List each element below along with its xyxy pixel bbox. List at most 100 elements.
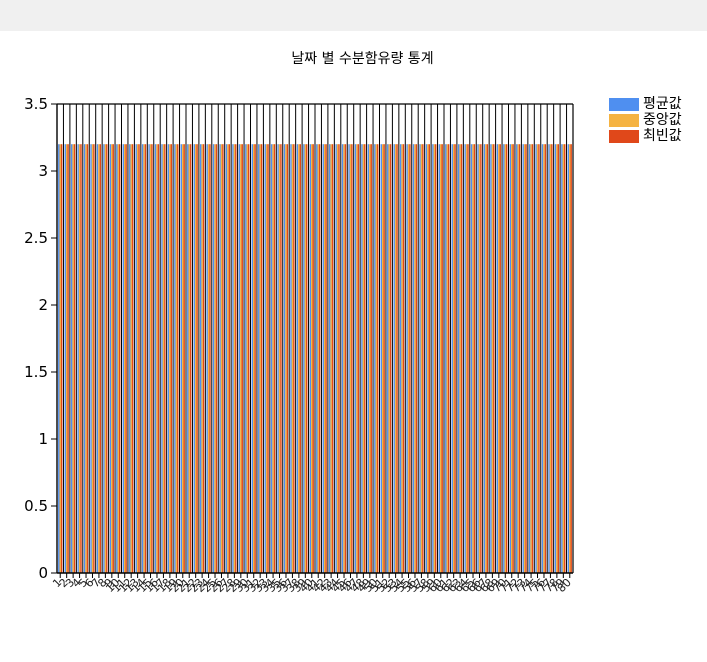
bar-mode	[351, 144, 353, 573]
bar-median	[336, 144, 339, 573]
bar-mean	[464, 144, 466, 573]
bar-mode	[544, 144, 547, 573]
bar-median	[207, 144, 210, 573]
bar-mean	[380, 144, 383, 573]
bar-mean	[206, 144, 208, 573]
bar-median	[59, 144, 61, 573]
bar-median	[130, 144, 132, 573]
bar-mean	[361, 144, 363, 573]
y-tick-label: 1.5	[24, 363, 48, 381]
y-tick-label: 2.5	[24, 229, 48, 247]
bar-mode	[364, 144, 366, 573]
bar-mean	[90, 144, 92, 573]
bar-mode	[209, 144, 211, 573]
bar-mean	[522, 144, 524, 573]
bar-mode	[338, 144, 340, 573]
bar-median	[143, 144, 145, 573]
bar-mode	[460, 144, 463, 573]
bar-median	[91, 144, 94, 573]
bar-median	[569, 144, 571, 573]
bar-mean	[470, 144, 473, 573]
bar-mean	[412, 144, 415, 573]
bar-mode	[177, 144, 179, 573]
bar-mode	[260, 144, 263, 573]
bar-mean	[329, 144, 331, 573]
bar-mean	[316, 144, 318, 573]
bar-mode	[473, 144, 476, 573]
bar-mean	[458, 144, 460, 573]
bar-mode	[538, 144, 540, 573]
bar-median	[414, 144, 416, 573]
bar-mean	[180, 144, 183, 573]
bar-mode	[93, 144, 95, 573]
bar-mode	[435, 144, 437, 573]
bar-median	[452, 144, 455, 573]
bar-mode	[389, 144, 392, 573]
bar-mode	[247, 144, 250, 573]
bar-mode	[183, 144, 185, 573]
bar-mean	[303, 144, 305, 573]
bar-median	[98, 144, 100, 573]
bar-mean	[174, 144, 176, 573]
bar-mode	[376, 144, 379, 573]
y-tick-label: 0	[38, 564, 48, 582]
bar-mode	[267, 144, 269, 573]
bar-median	[440, 144, 442, 573]
bar-mean	[245, 144, 247, 573]
bar-median	[420, 144, 423, 573]
bar-median	[401, 144, 403, 573]
bar-mean	[167, 144, 170, 573]
bar-median	[182, 144, 184, 573]
bar-mode	[196, 144, 198, 573]
bar-mode	[383, 144, 385, 573]
bar-mode	[241, 144, 243, 573]
bar-median	[285, 144, 287, 573]
bar-mean	[116, 144, 118, 573]
bar-median	[227, 144, 229, 573]
bar-median	[536, 144, 539, 573]
bar-mean	[419, 144, 421, 573]
bar-mode	[564, 144, 566, 573]
bar-median	[311, 144, 313, 573]
bar-mean	[567, 144, 570, 573]
bar-median	[85, 144, 87, 573]
bar-mean	[374, 144, 376, 573]
bar-mode	[480, 144, 482, 573]
bar-mode	[396, 144, 398, 573]
bar-mean	[322, 144, 324, 573]
bar-mode	[286, 144, 289, 573]
bar-mean	[238, 144, 241, 573]
bar-mode	[60, 144, 63, 573]
bar-median	[491, 144, 494, 573]
bar-mode	[312, 144, 314, 573]
legend-item-mode: 최빈값	[609, 128, 682, 144]
bar-median	[111, 144, 113, 573]
bar-mean	[219, 144, 221, 573]
y-tick-label: 2	[38, 296, 48, 314]
bar-mean	[335, 144, 337, 573]
bar-mean	[232, 144, 234, 573]
bar-median	[349, 144, 352, 573]
bar-median	[433, 144, 436, 573]
bar-mode	[280, 144, 282, 573]
bar-median	[369, 144, 371, 573]
bar-median	[375, 144, 377, 573]
bar-mode	[299, 144, 301, 573]
bar-mean	[548, 144, 550, 573]
bar-mean	[490, 144, 492, 573]
bar-mode	[293, 144, 295, 573]
bar-median	[485, 144, 487, 573]
bar-mean	[148, 144, 150, 573]
bar-mode	[215, 144, 218, 573]
bar-mode	[518, 144, 521, 573]
bar-mean	[503, 144, 505, 573]
bar-median	[246, 144, 248, 573]
legend-swatch-median	[609, 113, 639, 127]
bar-median	[478, 144, 481, 573]
y-tick-label: 3	[38, 162, 48, 180]
bar-mode	[525, 144, 527, 573]
bar-median	[253, 144, 255, 573]
bar-median	[265, 144, 268, 573]
bar-mode	[422, 144, 424, 573]
bar-median	[149, 144, 152, 573]
